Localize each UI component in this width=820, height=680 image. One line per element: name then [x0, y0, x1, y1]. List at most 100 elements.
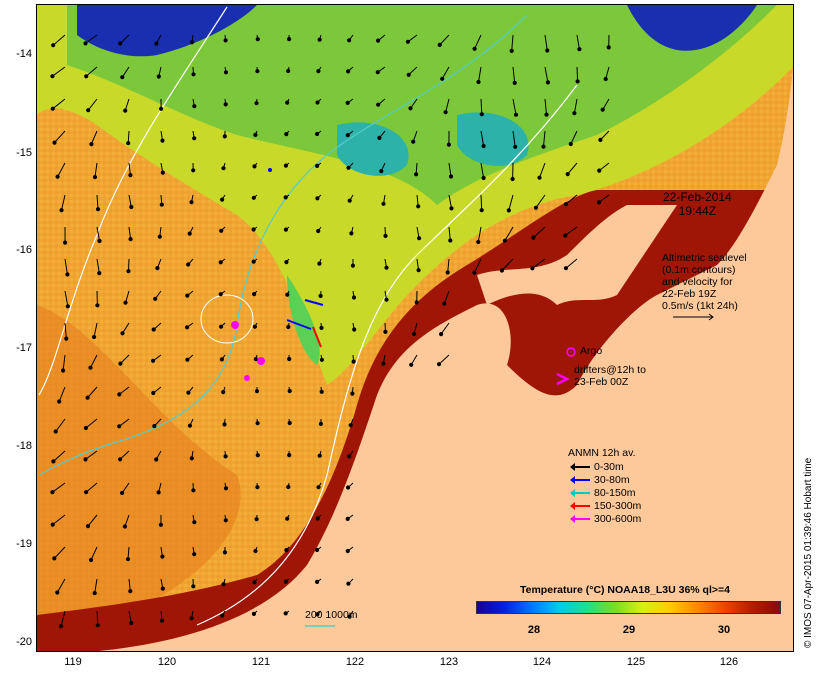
- velocity-arrow-head: [189, 40, 195, 45]
- velocity-arrow-head: [192, 104, 197, 109]
- velocity-arrow-head: [287, 388, 292, 394]
- velocity-arrow-head: [315, 612, 320, 617]
- velocity-arrow: [501, 258, 514, 271]
- velocity-arrow: [477, 226, 482, 243]
- legend-label: 80-150m: [594, 487, 636, 499]
- velocity-arrow-head: [255, 421, 260, 426]
- velocity-arrow-head: [59, 208, 64, 213]
- velocity-arrow: [85, 450, 98, 460]
- velocity-arrow-head: [510, 176, 515, 182]
- velocity-arrow-head: [128, 237, 133, 242]
- velocity-arrow-head: [319, 325, 324, 330]
- legend-item-80-150m: 80-150m: [570, 487, 636, 499]
- velocity-arrow-head: [348, 423, 353, 428]
- lon-tick: 124: [532, 656, 552, 668]
- velocity-arrow-head: [95, 623, 100, 628]
- velocity-arrow-head: [284, 132, 289, 137]
- velocity-arrow-head: [186, 390, 191, 395]
- velocity-arrow-head: [568, 141, 573, 147]
- velocity-arrow-head: [448, 174, 454, 179]
- velocity-arrow: [52, 514, 66, 525]
- velocity-arrow-head: [476, 239, 481, 245]
- velocity-arrow: [87, 98, 98, 111]
- velocity-arrow-head: [509, 48, 514, 54]
- legend-label: 300-600m: [594, 513, 642, 525]
- velocity-arrow-head: [191, 72, 196, 77]
- velocity-arrow-head: [572, 111, 577, 116]
- lat-tick: -18: [16, 440, 32, 452]
- drifter-icon: [556, 372, 570, 386]
- velocity-arrow: [512, 98, 517, 115]
- velocity-arrow: [61, 194, 66, 211]
- velocity-arrow-head: [319, 389, 324, 394]
- velocity-arrow: [55, 418, 66, 432]
- velocity-arrow-head: [255, 37, 260, 42]
- velocity-arrow-head: [347, 454, 352, 459]
- velocity-arrow-head: [472, 270, 477, 275]
- velocity-arrow-head: [286, 68, 291, 74]
- drifter-tracks: [231, 168, 324, 381]
- velocity-arrow-head: [155, 266, 160, 271]
- velocity-arrow-head: [346, 69, 351, 74]
- velocity-arrow-head: [187, 231, 192, 236]
- velocity-arrow-head: [285, 516, 290, 521]
- drifters-label: drifters@12h to 23-Feb 00Z: [574, 364, 646, 388]
- velocity-arrow-head: [537, 175, 542, 180]
- lon-tick: 126: [719, 656, 739, 668]
- velocity-arrow-head: [185, 293, 190, 298]
- velocity-arrow-head: [158, 522, 164, 527]
- velocity-arrow-head: [191, 168, 196, 173]
- velocity-arrow-head: [286, 324, 291, 330]
- velocity-arrow-head: [123, 108, 128, 113]
- mooring-arrow-blue: [304, 299, 324, 306]
- velocity-arrow-head: [318, 421, 323, 426]
- velocity-arrow-head: [285, 100, 290, 105]
- velocity-arrow-head: [220, 197, 225, 202]
- lat-tick: -20: [16, 636, 32, 648]
- velocity-arrow: [52, 482, 66, 493]
- colorbar: [476, 601, 781, 614]
- cold-patch-4: [457, 112, 529, 166]
- velocity-arrow-head: [350, 391, 355, 396]
- velocity-arrow-head: [345, 516, 350, 522]
- velocity-arrow-head: [57, 399, 62, 404]
- arrow-icon: [570, 463, 590, 472]
- arrow-icon: [570, 476, 590, 485]
- lon-tick: 120: [157, 656, 177, 668]
- legend-label: 150-300m: [594, 500, 642, 512]
- velocity-arrow-head: [118, 41, 123, 46]
- lat-tick: -16: [16, 244, 32, 256]
- velocity-arrow-head: [223, 102, 228, 107]
- velocity-arrow-head: [61, 368, 66, 373]
- velocity-arrow-head: [220, 613, 225, 618]
- velocity-arrow-head: [254, 101, 259, 106]
- credit-line: © IMOS 07-Apr-2015 01:39:46 Hobart time: [803, 457, 814, 648]
- argo-label: Argo: [580, 345, 603, 357]
- velocity-arrow-head: [88, 557, 94, 563]
- isobath-1000: [38, 14, 528, 476]
- velocity-arrow-head: [223, 454, 228, 459]
- velocity-arrow-head: [512, 80, 517, 86]
- timestamp-block: 22-Feb-2014 19:44Z: [663, 190, 732, 218]
- velocity-arrow-head: [598, 137, 603, 142]
- velocity-arrow: [64, 322, 67, 339]
- warm-band: [37, 305, 241, 645]
- velocity-arrow-head: [283, 227, 288, 232]
- sst-map: [36, 4, 794, 652]
- velocity-arrow: [90, 546, 98, 561]
- velocity-arrow-head: [83, 457, 88, 462]
- velocity-arrow: [511, 34, 514, 51]
- velocity-arrow: [478, 66, 482, 83]
- velocity-arrow-head: [409, 362, 414, 367]
- velocity-arrow-head: [346, 165, 351, 170]
- velocity-arrow-head: [97, 271, 102, 276]
- velocity-arrow-head: [563, 233, 568, 238]
- velocity-arrow: [474, 34, 482, 50]
- velocity-arrow-head: [345, 100, 350, 106]
- velocity-arrow: [543, 130, 546, 147]
- velocity-arrow: [96, 258, 100, 274]
- velocity-arrow: [576, 66, 579, 82]
- velocity-arrow-head: [65, 304, 70, 309]
- velocity-arrow-head: [287, 356, 292, 362]
- isobath-200-west: [38, 6, 228, 396]
